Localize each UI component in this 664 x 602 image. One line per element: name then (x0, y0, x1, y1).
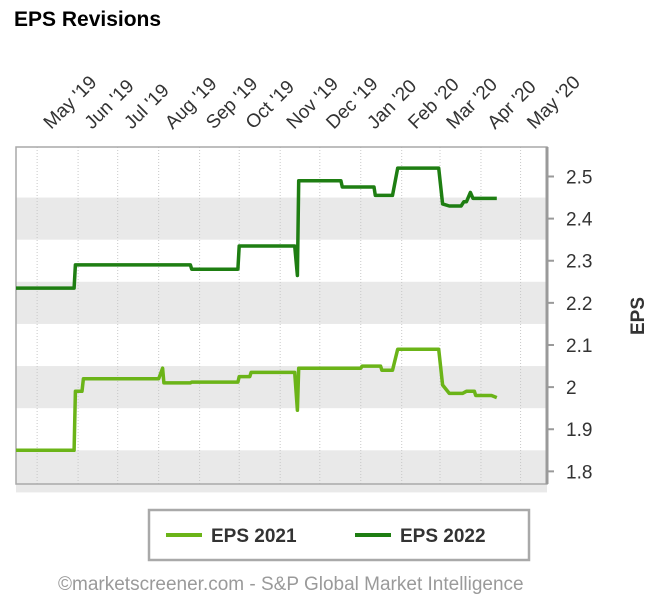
y-tick-label: 2.3 (566, 252, 592, 273)
legend-box (147, 508, 531, 562)
legend-label: EPS 2022 (400, 526, 486, 547)
y-tick-label: 2.5 (566, 167, 592, 188)
chart-title: EPS Revisions (14, 8, 162, 31)
grid-band (16, 450, 547, 493)
series-line-eps-2021 (16, 347, 498, 453)
y-tick-label: 2.2 (566, 294, 592, 315)
legend-label: EPS 2021 (211, 526, 297, 547)
series-line-eps-2022 (16, 166, 497, 290)
y-tick-label: 1.9 (566, 420, 592, 441)
y-tick-label: 2.4 (566, 210, 593, 231)
y-tick-label: 1.8 (566, 462, 592, 483)
x-tick-label: May '20 (523, 72, 584, 133)
source-credit: ©marketscreener.com - S&P Global Market … (58, 574, 524, 595)
grid-band (16, 197, 547, 240)
y-tick-label: 2.1 (566, 336, 592, 357)
y-tick-label: 2 (566, 378, 577, 399)
grid-band (16, 281, 547, 324)
y-axis-title: EPS (628, 297, 649, 335)
